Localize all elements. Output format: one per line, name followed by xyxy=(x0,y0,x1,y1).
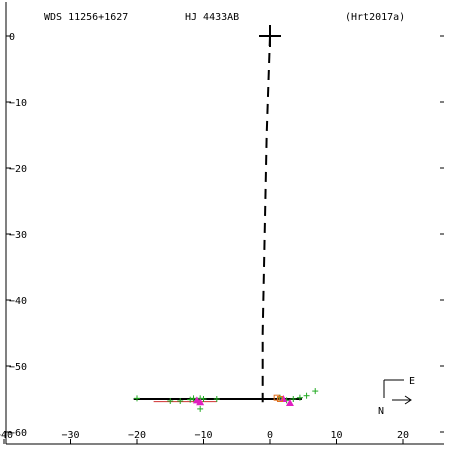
y-tick-label: −10 xyxy=(9,98,27,109)
y-tick-label: −40 xyxy=(9,296,27,307)
compass-east-label: E xyxy=(409,376,415,387)
pair-name-label: HJ 4433AB xyxy=(185,12,239,23)
y-tick-label: −30 xyxy=(9,230,27,241)
data-point-triangle xyxy=(279,395,288,402)
x-tick-label: 20 xyxy=(397,430,409,441)
y-tick-label: −20 xyxy=(9,164,27,175)
wds-id-label: WDS 11256+1627 xyxy=(44,12,128,23)
data-point-square xyxy=(273,394,280,401)
plot-frame xyxy=(5,2,444,445)
x-tick-label: −10 xyxy=(194,430,212,441)
data-point-triangle xyxy=(285,398,294,406)
data-point-square xyxy=(276,396,283,402)
y-tick-label: −60 xyxy=(9,428,27,439)
motion-arrow-head xyxy=(404,395,412,405)
compass-rose: E N xyxy=(378,376,415,417)
axis-ticks: −40 −30 −20 −10 0 10 20 0 −10 −20 −30 −40 −50 −60 xyxy=(0,32,444,444)
x-tick-label: 0 xyxy=(267,430,273,441)
data-layer xyxy=(133,25,319,412)
y-tick-label: −50 xyxy=(9,362,27,373)
x-tick-label: −30 xyxy=(61,430,79,441)
x-tick-label: 10 xyxy=(330,430,342,441)
x-tick-label: −40 xyxy=(0,430,13,441)
data-point-triangle xyxy=(196,398,205,406)
y-tick-label: 0 xyxy=(9,32,15,43)
projection-dashed-line xyxy=(261,35,271,403)
compass-north-label: N xyxy=(378,406,384,417)
reference-label: (Hrt2017a) xyxy=(345,12,405,23)
x-tick-label: −20 xyxy=(128,430,146,441)
